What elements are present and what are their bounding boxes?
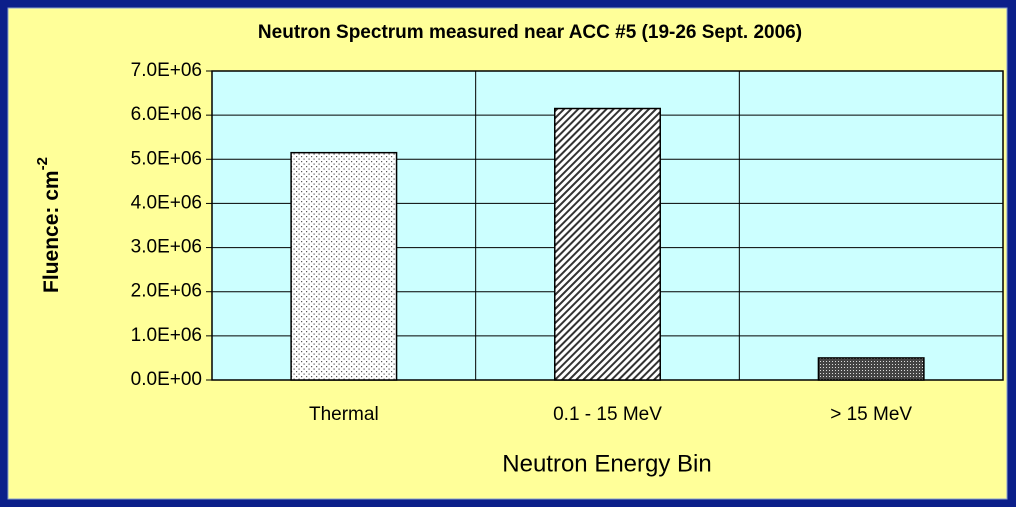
y-tick-label: 7.0E+06 bbox=[131, 60, 202, 81]
x-tick-label: > 15 MeV bbox=[830, 404, 912, 425]
y-tick-label: 4.0E+06 bbox=[131, 192, 202, 213]
y-tick-label: 0.0E+00 bbox=[131, 369, 202, 390]
x-tick-label: 0.1 - 15 MeV bbox=[553, 404, 662, 425]
y-tick-label: 2.0E+06 bbox=[131, 281, 202, 302]
y-tick-label: 1.0E+06 bbox=[131, 325, 202, 346]
y-tick-label: 6.0E+06 bbox=[131, 104, 202, 125]
y-tick-label: 3.0E+06 bbox=[131, 237, 202, 258]
bar bbox=[290, 151, 398, 381]
y-tick-label: 5.0E+06 bbox=[131, 148, 202, 169]
y-axis-label: Fluence: cm-2 bbox=[34, 157, 63, 293]
x-tick-label: Thermal bbox=[309, 404, 379, 425]
bar bbox=[817, 357, 925, 381]
bar bbox=[554, 107, 661, 381]
chart-title: Neutron Spectrum measured near ACC #5 (1… bbox=[258, 22, 802, 43]
y-axis-label-superscript: -2 bbox=[34, 157, 51, 170]
y-axis-label-text: Fluence: cm bbox=[40, 170, 63, 293]
x-axis-label: Neutron Energy Bin bbox=[502, 450, 711, 477]
